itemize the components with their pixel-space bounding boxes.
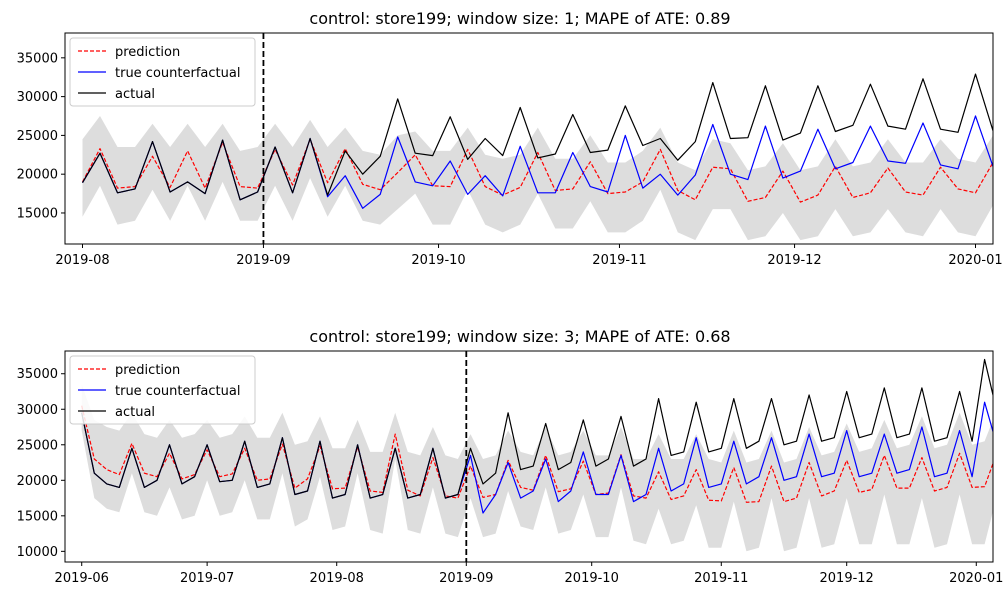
y-tick-label: 25000 [17,129,58,144]
x-tick-label: 2019-09 [439,571,493,586]
y-tick-label: 35000 [17,367,58,382]
legend: prediction true counterfactual actual [69,37,256,107]
chart-title: control: store199; window size: 1; MAPE … [309,9,730,28]
y-axis: 10000 15000 20000 25000 30000 35000 [17,367,65,560]
legend-label-actual: actual [115,405,155,420]
x-tick-label: 2019-07 [180,571,234,586]
legend-box [69,37,256,107]
legend-label-true-counterfactual: true counterfactual [115,66,240,81]
chart-title: control: store199; window size: 3; MAPE … [309,327,730,346]
x-tick-label: 2019-10 [565,571,619,586]
y-tick-label: 20000 [17,474,58,489]
y-axis: 15000 20000 25000 30000 35000 [17,51,65,221]
y-tick-label: 15000 [17,206,58,221]
x-tick-label: 2019-08 [55,253,109,268]
confidence-band-area [81,384,993,552]
x-tick-label: 2019-12 [820,571,874,586]
x-tick-label: 2019-08 [310,571,364,586]
x-tick-label: 2019-06 [55,571,109,586]
x-axis: 2019-06 2019-07 2019-08 2019-09 2019-10 2019-… [55,562,1003,586]
confidence-band [81,384,993,552]
y-tick-label: 15000 [17,509,58,524]
y-tick-label: 10000 [17,545,58,560]
y-tick-label: 25000 [17,438,58,453]
confidence-band-area [82,116,993,241]
legend-label-true-counterfactual: true counterfactual [115,384,240,399]
x-tick-label: 2020-01 [949,571,1003,586]
x-tick-label: 2019-12 [767,253,821,268]
x-tick-label: 2020-01 [948,253,1002,268]
y-tick-label: 20000 [17,168,58,183]
y-tick-label: 30000 [17,403,58,418]
legend: prediction true counterfactual actual [69,355,256,425]
x-tick-label: 2019-10 [411,253,465,268]
x-tick-label: 2019-09 [236,253,290,268]
series-lines [81,73,993,209]
chart-window-1: control: store199; window size: 1; MAPE … [17,9,1003,268]
plot-frame [64,32,994,245]
y-tick-label: 35000 [17,51,58,66]
series-line-actual [81,73,993,201]
chart-window-3: control: store199; window size: 3; MAPE … [17,327,1003,586]
series-line-prediction [81,138,993,203]
series-line-actual [81,358,993,499]
legend-label-prediction: prediction [115,45,180,60]
legend-label-actual: actual [115,87,155,102]
y-tick-label: 30000 [17,90,58,105]
series-lines [81,358,993,514]
x-axis: 2019-08 2019-09 2019-10 2019-11 2019-12 2020-… [55,244,1003,268]
legend-label-prediction: prediction [115,363,180,378]
confidence-band [82,116,993,241]
legend-box [69,355,256,425]
x-tick-label: 2019-11 [694,571,748,586]
plot-frame [64,350,994,563]
x-tick-label: 2019-11 [592,253,646,268]
